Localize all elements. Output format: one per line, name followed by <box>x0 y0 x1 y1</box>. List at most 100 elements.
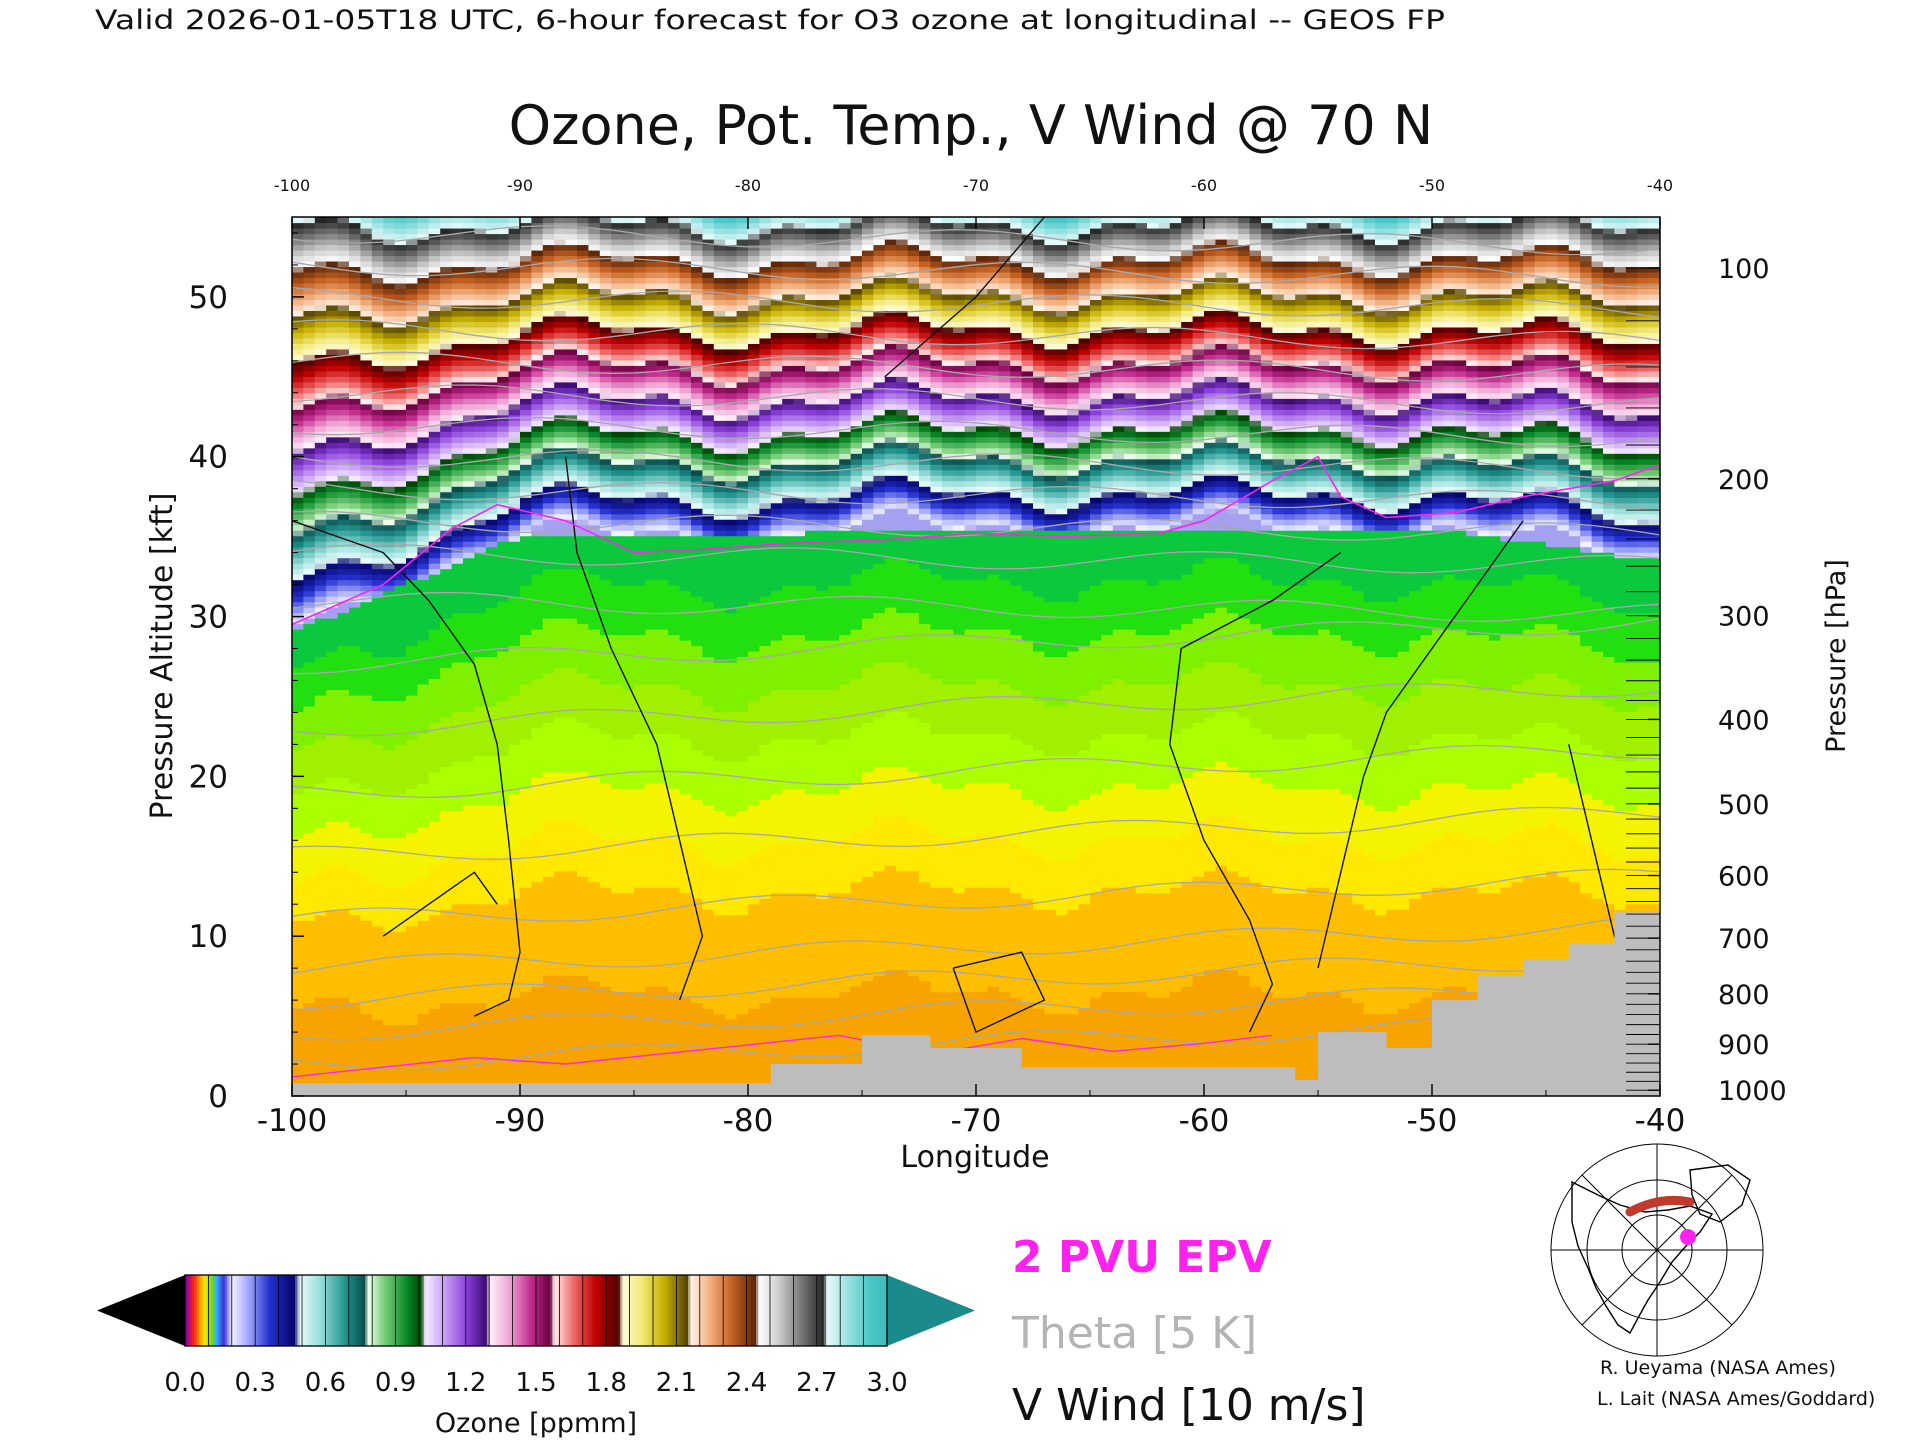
ozone-cell <box>417 903 430 910</box>
ozone-cell <box>531 733 544 740</box>
ozone-cell <box>508 519 521 526</box>
ozone-cell <box>485 431 498 438</box>
ozone-cell <box>599 722 612 729</box>
ozone-cell <box>394 1041 407 1048</box>
ozone-cell <box>406 936 418 943</box>
ozone-cell <box>554 881 567 888</box>
ozone-cell <box>417 233 430 240</box>
ozone-cell <box>428 447 441 454</box>
ozone-cell <box>303 282 316 290</box>
ozone-cell <box>565 1035 578 1042</box>
ozone-cell <box>371 392 384 399</box>
ozone-cell <box>520 502 532 509</box>
ozone-cell <box>303 370 316 377</box>
ozone-cell <box>577 491 589 498</box>
ozone-cell <box>451 716 464 724</box>
ozone-cell <box>394 282 407 290</box>
ozone-cell <box>394 508 407 515</box>
ozone-cell <box>337 585 350 592</box>
ozone-cell <box>542 1019 555 1026</box>
ozone-cell <box>394 436 407 443</box>
ozone-cell <box>292 348 304 355</box>
ozone-cell <box>383 1035 396 1042</box>
ozone-cell <box>599 299 612 306</box>
ozone-cell <box>611 233 624 240</box>
ozone-cell <box>440 859 453 866</box>
ozone-cell <box>634 607 646 614</box>
ozone-cell <box>599 409 612 416</box>
ozone-cell <box>577 1013 589 1020</box>
ozone-cell <box>337 656 350 663</box>
ozone-cell <box>463 722 475 729</box>
ozone-cell <box>611 700 624 707</box>
ozone-cell <box>428 942 441 949</box>
ozone-cell <box>326 1030 339 1037</box>
ozone-cell <box>394 293 407 301</box>
ozone-cell <box>451 651 464 658</box>
ozone-cell <box>428 953 441 960</box>
ozone-cell <box>314 337 327 344</box>
ozone-cell <box>565 607 578 614</box>
ozone-cell <box>394 420 407 427</box>
ozone-cell <box>371 260 384 268</box>
ozone-cell <box>303 1002 316 1009</box>
ozone-cell <box>531 881 544 888</box>
ozone-cell <box>634 217 646 224</box>
ozone-cell <box>599 958 612 965</box>
ozone-cell <box>463 705 475 713</box>
ozone-cell <box>599 766 612 773</box>
ozone-cell <box>588 925 601 932</box>
ozone-cell <box>463 403 475 410</box>
ozone-cell <box>371 480 384 487</box>
ozone-cell <box>337 1008 350 1015</box>
ozone-cell <box>565 359 578 366</box>
ozone-cell <box>326 266 339 273</box>
ozone-cell <box>383 480 396 487</box>
ozone-cell <box>531 771 544 778</box>
ozone-cell <box>371 513 384 520</box>
ozone-cell <box>588 288 601 295</box>
ozone-cell <box>337 359 350 366</box>
ozone-cell <box>417 1013 430 1020</box>
ozone-cell <box>599 442 612 449</box>
ozone-cell <box>497 458 510 465</box>
ozone-cell <box>531 914 544 921</box>
ozone-cell <box>531 535 544 542</box>
ozone-cell <box>406 705 418 713</box>
ozone-cell <box>394 738 407 745</box>
ozone-cell <box>349 464 361 471</box>
ozone-cell <box>440 727 453 735</box>
ozone-cell <box>371 1024 384 1031</box>
ozone-cell <box>303 519 316 526</box>
ozone-cell <box>634 986 646 993</box>
ozone-cell <box>531 716 544 724</box>
ozone-cell <box>565 304 578 311</box>
ozone-cell <box>554 749 567 756</box>
ozone-cell <box>634 975 646 982</box>
ozone-cell <box>303 590 316 597</box>
ozone-cell <box>474 716 487 724</box>
ozone-cell <box>565 420 578 427</box>
ozone-cell <box>360 227 373 235</box>
ozone-cell <box>531 1030 544 1037</box>
ozone-cell <box>406 332 418 339</box>
ozone-cell <box>577 612 589 619</box>
ozone-cell <box>337 716 350 724</box>
ozone-cell <box>337 722 350 729</box>
ozone-cell <box>326 612 339 619</box>
ozone-cell <box>622 1079 635 1086</box>
ozone-cell <box>406 612 418 619</box>
ozone-cell <box>474 464 487 471</box>
ozone-cell <box>588 502 601 509</box>
ozone-cell <box>292 876 304 883</box>
ozone-cell <box>520 458 532 465</box>
ozone-cell <box>485 766 498 773</box>
ozone-cell <box>565 293 578 301</box>
ozone-cell <box>622 238 635 246</box>
ozone-cell <box>611 409 624 416</box>
ozone-cell <box>474 1079 487 1086</box>
ozone-cell <box>474 705 487 713</box>
ozone-cell <box>406 920 418 927</box>
ozone-cell <box>531 980 544 987</box>
ozone-cell <box>554 266 567 273</box>
